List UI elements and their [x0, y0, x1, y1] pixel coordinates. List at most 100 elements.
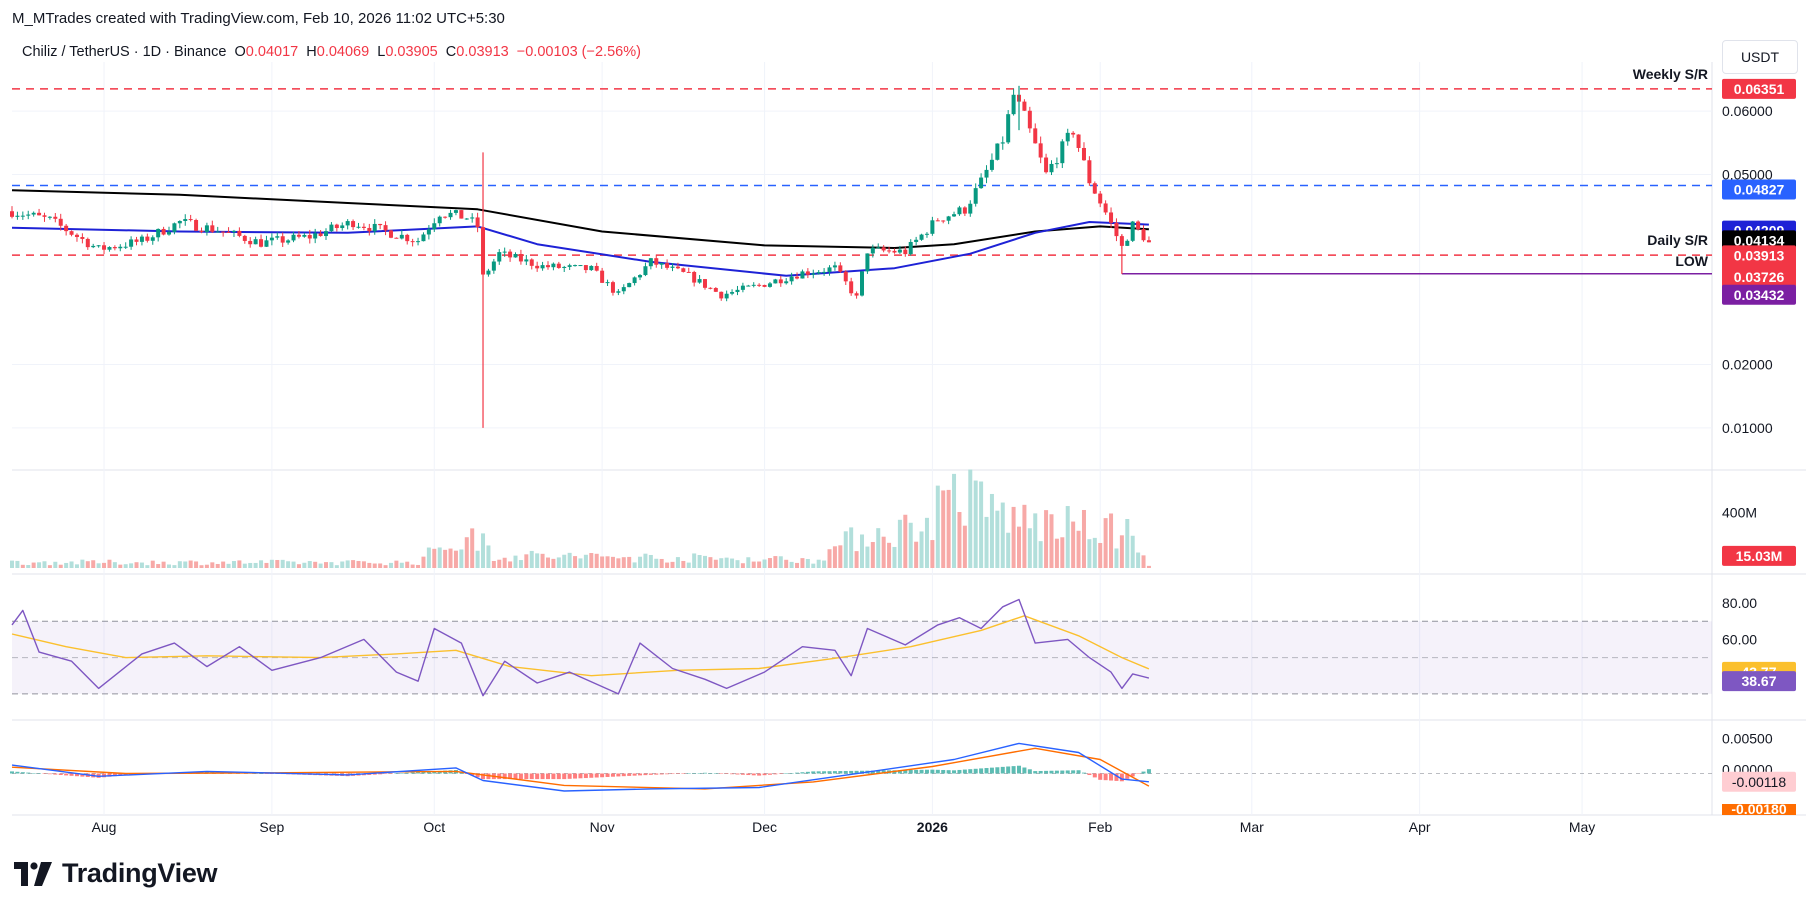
- volume-bar: [860, 534, 864, 568]
- macd-histogram-bar: [600, 773, 605, 778]
- volume-bar: [1054, 538, 1059, 568]
- volume-bar: [1087, 539, 1092, 568]
- candle-body: [416, 241, 421, 243]
- macd-histogram-bar: [1000, 766, 1005, 774]
- volume-bar: [356, 561, 361, 568]
- volume-bar: [914, 541, 919, 568]
- volume-bar: [719, 558, 724, 568]
- candle-body: [296, 234, 301, 237]
- candle-body: [437, 216, 442, 224]
- macd-histogram-bar: [1119, 773, 1124, 782]
- volume-bar: [199, 565, 204, 568]
- candle-body: [1027, 110, 1032, 129]
- macd-histogram-bar: [1081, 772, 1086, 774]
- macd-histogram-bar: [394, 773, 399, 774]
- volume-bar: [47, 565, 52, 568]
- candle-body: [1011, 94, 1016, 115]
- candle-body: [96, 245, 101, 247]
- macd-histogram-bar: [556, 773, 561, 780]
- volume-bar: [540, 553, 545, 568]
- volume-bar: [259, 560, 264, 568]
- volume-bar: [892, 546, 897, 568]
- macd-line: [11, 742, 1149, 792]
- macd-histogram-bar: [432, 771, 437, 774]
- macd-histogram-bar: [838, 771, 843, 774]
- volume-bar: [291, 561, 296, 568]
- candle-body: [600, 270, 605, 283]
- candle-body: [291, 234, 296, 241]
- volume-bar: [464, 537, 469, 568]
- macd-histogram-bar: [1044, 770, 1049, 774]
- volume-bar: [307, 561, 312, 568]
- volume-bar: [740, 563, 745, 568]
- candle-body: [762, 284, 767, 287]
- volume-bar: [849, 527, 854, 568]
- candle-body: [973, 188, 978, 204]
- volume-bar: [789, 561, 794, 568]
- candle-body: [20, 215, 25, 217]
- volume-bar: [816, 559, 821, 568]
- volume-bar: [107, 559, 112, 568]
- macd-histogram-bar: [481, 773, 486, 780]
- volume-bar: [583, 554, 588, 568]
- volume-bar: [221, 561, 226, 568]
- macd-histogram-bar: [1006, 766, 1011, 774]
- candle-body: [1006, 114, 1011, 143]
- volume-bar: [670, 561, 675, 568]
- candle-body: [107, 247, 112, 250]
- macd-histogram-bar: [1136, 773, 1141, 775]
- candle-body: [903, 249, 908, 255]
- candle-body: [941, 220, 946, 222]
- macd-histogram-bar: [1114, 773, 1119, 781]
- candle-body: [497, 252, 502, 262]
- volume-bar: [518, 560, 523, 568]
- volume-bar: [638, 556, 643, 568]
- volume-bar: [1000, 502, 1005, 568]
- volume-bar: [843, 531, 848, 568]
- candle-body: [1081, 147, 1086, 161]
- macd-histogram-bar: [795, 772, 800, 774]
- candle-body: [946, 216, 951, 221]
- macd-histogram-bar: [789, 773, 794, 774]
- macd-histogram-bar: [670, 773, 675, 775]
- candle-body: [69, 231, 74, 235]
- volume-bar: [730, 558, 735, 568]
- macd-histogram-bar: [1103, 773, 1108, 781]
- volume-bar: [313, 561, 318, 568]
- macd-histogram-bar: [58, 773, 63, 775]
- macd-histogram-bar: [74, 773, 79, 777]
- candle-body: [881, 247, 886, 251]
- macd-histogram-bar: [627, 773, 632, 776]
- macd-histogram-bar: [811, 771, 816, 774]
- volume-bar: [746, 557, 751, 568]
- rsi-value-tag-bg: [1722, 671, 1796, 692]
- candle-body: [145, 236, 150, 241]
- candle-body: [930, 220, 935, 234]
- last-price-tag: 0.03913: [1734, 247, 1785, 263]
- macd-histogram-bar: [508, 773, 513, 780]
- candle-body: [1109, 212, 1114, 223]
- low-price-tag: 0.03432: [1734, 287, 1785, 303]
- macd-histogram-bar: [778, 773, 783, 774]
- volume-bar: [535, 553, 540, 568]
- candle-body: [686, 271, 691, 273]
- candle-body: [215, 231, 220, 233]
- candle-body: [708, 287, 713, 289]
- candle-body: [367, 227, 372, 232]
- volume-bar: [946, 489, 951, 568]
- macd-histogram-bar: [10, 771, 14, 774]
- macd-histogram-bar: [751, 773, 756, 776]
- macd-tick-label: 0.00500: [1722, 731, 1773, 747]
- volume-bar: [367, 562, 372, 568]
- macd-histogram-bar: [583, 773, 588, 779]
- currency-unit-button[interactable]: USDT: [1722, 40, 1798, 74]
- candle-body: [112, 247, 117, 249]
- volume-bar: [459, 549, 464, 568]
- candle-body: [85, 238, 90, 248]
- candle-body: [226, 231, 231, 233]
- daily-sr-price-tag: 0.03726: [1734, 269, 1785, 285]
- candle-body: [822, 271, 827, 273]
- macd-histogram-bar: [567, 773, 572, 779]
- macd-histogram-bar: [405, 772, 410, 774]
